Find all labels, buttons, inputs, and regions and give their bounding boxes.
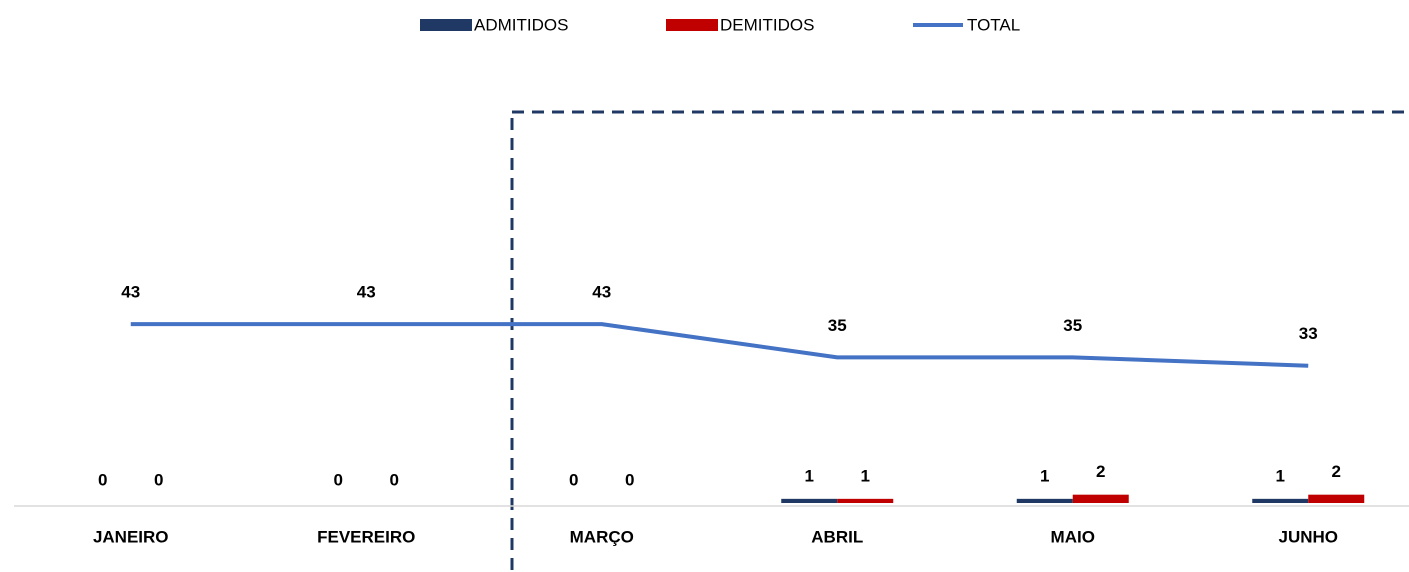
data-label: 43 (121, 283, 140, 302)
data-label: 1 (805, 466, 814, 485)
data-label: 2 (1096, 462, 1105, 481)
legend-label: DEMITIDOS (720, 15, 814, 34)
legend-label: ADMITIDOS (474, 15, 568, 34)
legend-swatch (666, 19, 718, 31)
bar (781, 498, 838, 503)
bar (837, 498, 894, 503)
x-tick-label: MAIO (1051, 527, 1095, 546)
data-label: 33 (1299, 324, 1318, 343)
data-label: 35 (828, 316, 847, 335)
data-label: 43 (592, 283, 611, 302)
x-tick-label: JUNHO (1278, 527, 1338, 546)
data-label: 0 (98, 470, 107, 489)
data-label: 0 (334, 470, 343, 489)
x-tick-label: JANEIRO (93, 527, 169, 546)
bar (1252, 498, 1309, 503)
data-label: 1 (1040, 466, 1049, 485)
data-label: 0 (625, 470, 634, 489)
data-label: 0 (569, 470, 578, 489)
x-tick-label: ABRIL (811, 527, 863, 546)
data-label: 0 (390, 470, 399, 489)
data-label: 35 (1063, 316, 1082, 335)
bar (1072, 494, 1129, 503)
data-label: 1 (1276, 466, 1285, 485)
data-label: 43 (357, 283, 376, 302)
line (130, 322, 1309, 368)
legend-swatch (420, 19, 472, 31)
x-tick-label: FEVEREIRO (317, 527, 415, 546)
data-label: 0 (154, 470, 163, 489)
data-label: 2 (1332, 462, 1341, 481)
x-tick-label: MARÇO (570, 527, 634, 546)
legend-label: TOTAL (967, 15, 1020, 34)
bar (1308, 494, 1365, 503)
data-label: 1 (861, 466, 870, 485)
bar (1016, 498, 1073, 503)
